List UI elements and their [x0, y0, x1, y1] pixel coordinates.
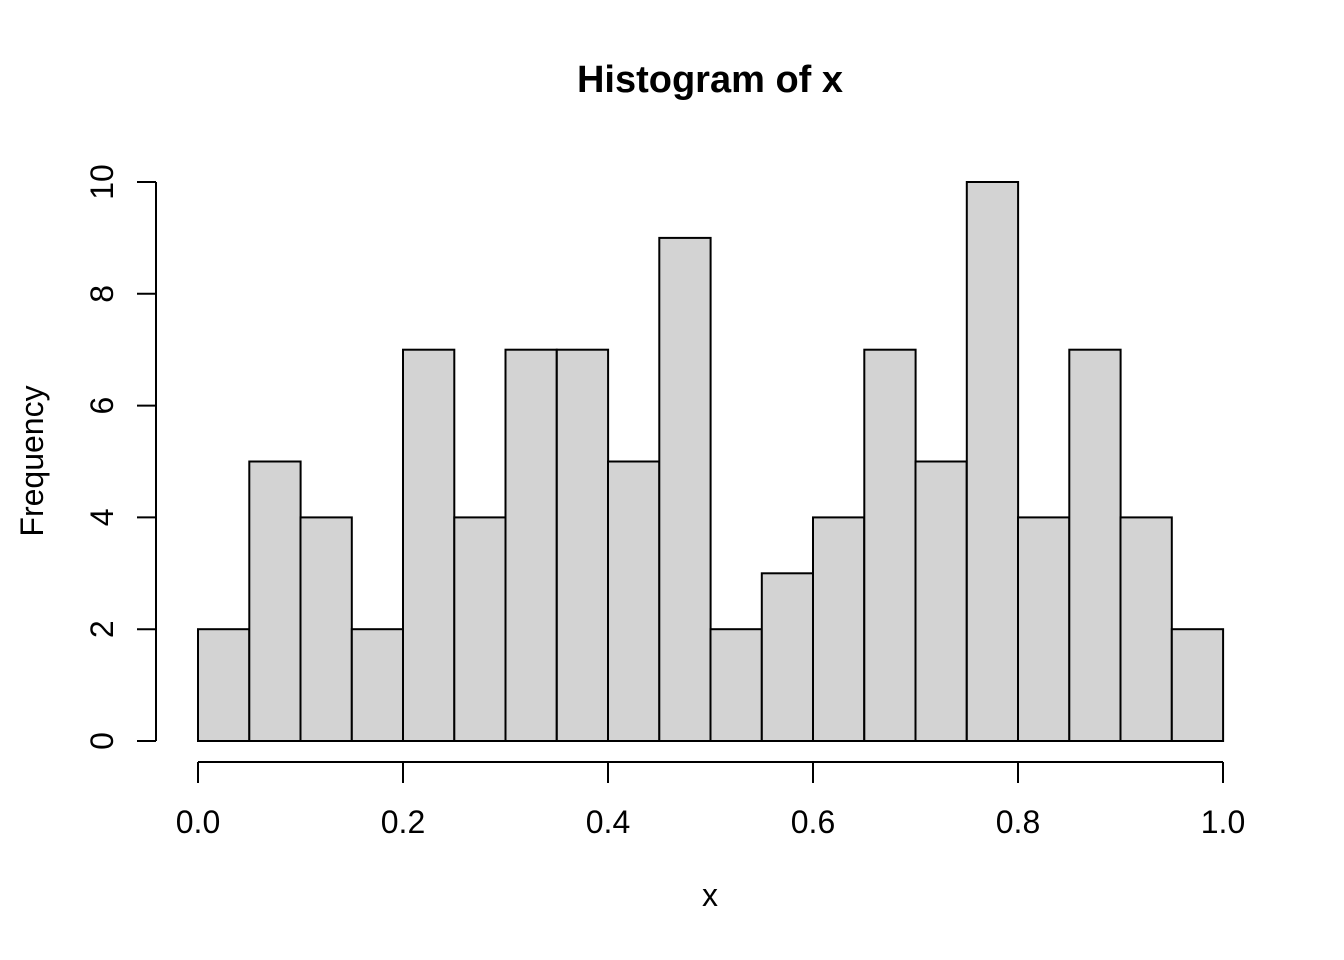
y-tick-label: 8	[84, 285, 120, 303]
histogram-bar	[504, 348, 558, 742]
histogram-bar	[965, 181, 1020, 742]
histogram-bar	[914, 460, 968, 742]
x-axis-label: x	[702, 877, 718, 913]
histogram-bar	[812, 516, 866, 743]
histogram-bar	[658, 236, 712, 742]
x-tick-label: 0.6	[791, 804, 835, 840]
histogram-bar	[350, 628, 405, 743]
y-tick-label: 2	[84, 620, 120, 638]
chart-title: Histogram of x	[577, 59, 843, 101]
x-tick-label: 0.8	[996, 804, 1040, 840]
histogram-bar	[299, 516, 353, 743]
bars-layer	[197, 181, 1225, 743]
x-tick-label: 0.4	[586, 804, 630, 840]
x-tick-label: 0.0	[176, 804, 220, 840]
y-tick-label: 10	[84, 164, 120, 200]
histogram-bar	[555, 348, 610, 742]
y-tick-label: 4	[84, 509, 120, 527]
histogram-bar	[1119, 516, 1173, 743]
y-tick-label: 0	[84, 732, 120, 750]
histogram-bar	[760, 572, 815, 742]
x-tick-label: 0.2	[381, 804, 425, 840]
histogram-bar	[1017, 516, 1071, 743]
axes-layer: 0 2 4 6 8 10 0.0 0.2 0.4 0.6 0.8 1.0	[84, 164, 1245, 840]
x-tick-label: 1.0	[1201, 804, 1245, 840]
histogram-bar	[607, 460, 661, 742]
y-tick-label: 6	[84, 397, 120, 415]
histogram-bar	[709, 628, 763, 743]
histogram-bar	[402, 348, 456, 742]
histogram-bar	[1068, 348, 1122, 742]
histogram-bar	[863, 348, 917, 742]
histogram-bar	[197, 628, 251, 743]
histogram-bar	[1170, 628, 1225, 743]
y-axis-label: Frequency	[14, 385, 50, 536]
histogram-bar	[248, 460, 302, 742]
histogram-bar	[453, 516, 507, 743]
